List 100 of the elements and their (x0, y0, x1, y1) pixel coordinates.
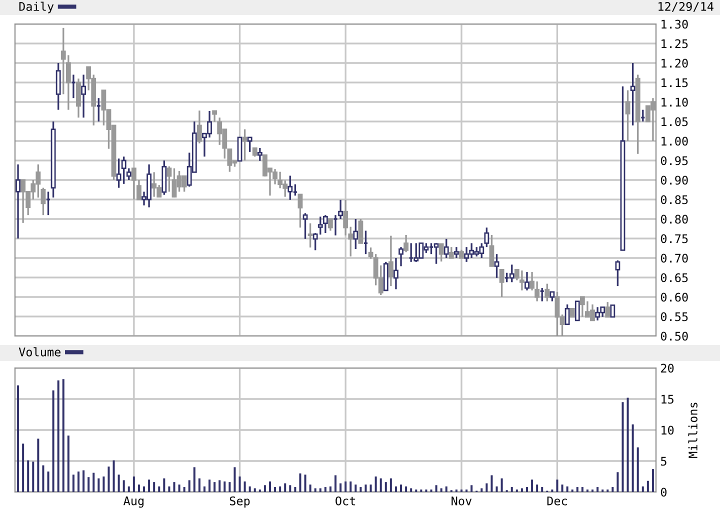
bar (360, 487, 362, 492)
y-tick-label: 0.50 (660, 332, 688, 341)
bar (264, 485, 266, 492)
candlestick (615, 260, 620, 287)
candlestick (16, 164, 20, 240)
bar (566, 486, 568, 492)
bar (531, 480, 534, 492)
bar (238, 476, 241, 492)
bar (486, 483, 488, 492)
bar (118, 474, 120, 492)
candlestick (524, 271, 530, 292)
y-tick-label: 10 (662, 426, 674, 435)
bar (208, 480, 211, 492)
y-tick-label: 0.90 (660, 176, 688, 185)
candlestick (434, 242, 439, 265)
bar (224, 481, 226, 492)
text: 12/29/14 (658, 2, 714, 12)
y-tick-label: 1.10 (662, 98, 688, 107)
bar (440, 488, 442, 492)
y-tick-label: 5 (660, 456, 666, 466)
candlestick (494, 253, 500, 279)
bar (636, 447, 639, 492)
bar (626, 398, 629, 492)
candlestick (509, 264, 514, 284)
bar (612, 487, 614, 492)
bar (364, 484, 367, 492)
x-tick-label: Oct (336, 496, 356, 506)
bar (254, 488, 256, 492)
x-tick-label: Sep (230, 496, 250, 508)
candlestick (358, 218, 364, 244)
bar (284, 483, 286, 492)
bar (108, 466, 110, 492)
candlestick (630, 62, 636, 126)
candlestick (116, 158, 122, 189)
bar (17, 385, 20, 492)
bar (203, 486, 206, 492)
candlestick (489, 234, 494, 268)
bar (168, 486, 170, 492)
bar (390, 478, 392, 492)
bar (496, 486, 498, 492)
bar (57, 380, 60, 492)
bar (102, 476, 105, 492)
bar (62, 379, 64, 492)
candlestick (288, 174, 293, 201)
bar (400, 484, 402, 492)
bar (324, 487, 326, 492)
bar (52, 390, 54, 492)
bar (163, 478, 166, 492)
bar (596, 487, 599, 492)
y-tick-label: 0.95 (660, 156, 688, 166)
y-tick-label: 0.60 (660, 292, 688, 302)
bar (334, 475, 337, 492)
bar (394, 486, 397, 492)
bar (309, 484, 312, 492)
candlestick (625, 89, 630, 142)
bar (304, 474, 306, 492)
bar (340, 483, 342, 492)
candlestick (76, 78, 81, 118)
candlestick (610, 304, 616, 318)
candlestick (166, 166, 172, 193)
bar (248, 486, 251, 492)
bar (435, 485, 438, 492)
bar (132, 476, 135, 492)
y-tick-label: 0.65 (660, 273, 688, 282)
x-tick-label: Dec (547, 496, 567, 506)
bar (218, 480, 221, 492)
candlestick (257, 147, 262, 162)
bar (274, 487, 276, 492)
y-tick-label: 0.55 (660, 312, 688, 322)
candlestick (308, 222, 313, 248)
y-tick-label: 0.80 (660, 214, 688, 224)
bar (268, 481, 271, 492)
y-tick-label: 1.00 (662, 136, 688, 146)
bar (22, 444, 24, 492)
candlestick (564, 304, 570, 326)
y-tick-label: 1.25 (662, 39, 688, 48)
y-tick-label: 1.30 (662, 20, 688, 29)
candlestick (247, 136, 252, 153)
bar (344, 481, 347, 492)
candlestick (605, 301, 610, 318)
candlestick (574, 300, 580, 322)
y-tick-label: 0 (660, 488, 667, 497)
bar (526, 487, 528, 492)
bar (405, 486, 408, 492)
y-tick-label: 20 (661, 364, 674, 373)
bar (47, 472, 50, 492)
bar (88, 477, 90, 492)
bar (42, 465, 44, 492)
bar (380, 478, 382, 492)
bar (536, 484, 538, 492)
bar (37, 438, 40, 492)
y-tick-label: 0.75 (660, 234, 688, 244)
bar (294, 487, 296, 492)
candlestick (544, 282, 550, 302)
bar (299, 473, 302, 492)
candlestick (550, 291, 555, 302)
bar (510, 487, 513, 492)
bar (410, 488, 412, 492)
y-tick-label: 0.85 (660, 195, 688, 204)
bar (112, 460, 115, 492)
